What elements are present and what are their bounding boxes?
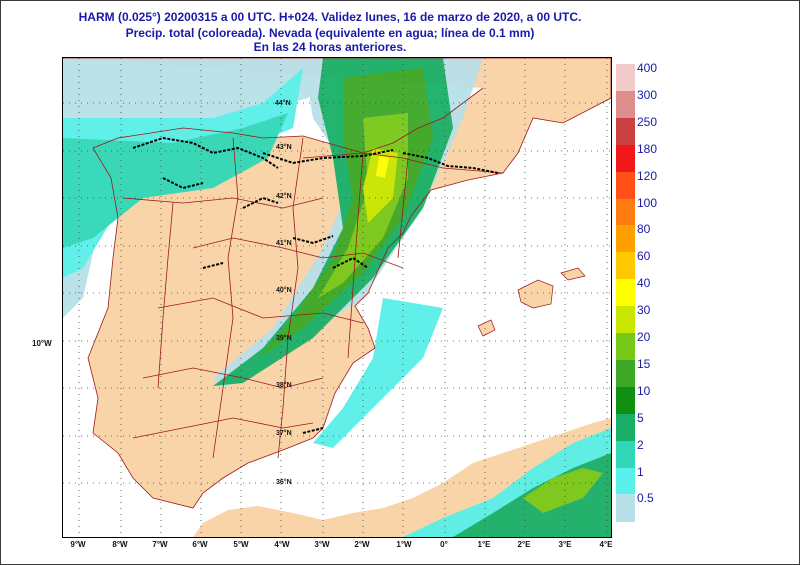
legend-label: 120 bbox=[637, 168, 658, 183]
legend-swatch bbox=[616, 494, 635, 522]
lon-label-7w: 7°W bbox=[152, 540, 168, 549]
legend-swatch bbox=[616, 171, 635, 199]
land-ibiza bbox=[477, 319, 496, 337]
legend-label: 10 bbox=[637, 383, 651, 398]
legend-swatch bbox=[616, 306, 635, 334]
precip-30 bbox=[376, 156, 389, 178]
legend-swatch bbox=[616, 413, 635, 442]
graticule bbox=[63, 58, 611, 537]
lat-label-37: 37°N bbox=[276, 430, 292, 437]
legend-label: 30 bbox=[637, 303, 651, 318]
legend-swatch bbox=[616, 90, 635, 119]
precipitation-map bbox=[63, 58, 611, 537]
lon-label-4w: 4°W bbox=[274, 540, 290, 549]
legend-swatch bbox=[616, 467, 635, 495]
land-menorca bbox=[560, 267, 586, 281]
legend-label: 2 bbox=[637, 437, 644, 452]
legend-label: 20 bbox=[637, 330, 651, 344]
legend-label: 0.5 bbox=[637, 491, 654, 506]
legend-swatch bbox=[616, 144, 635, 173]
legend-label: 60 bbox=[637, 249, 651, 264]
legend-label: 100 bbox=[637, 195, 658, 210]
legend-swatch bbox=[616, 225, 635, 253]
legend-label: 250 bbox=[637, 114, 658, 129]
lon-label-5w: 5°W bbox=[233, 540, 249, 549]
legend-label: 40 bbox=[637, 276, 651, 291]
lat-label-36: 36°N bbox=[276, 479, 292, 486]
legend-label: 15 bbox=[637, 356, 651, 371]
snowfall-contours bbox=[132, 136, 499, 434]
lat-label-40: 40°N bbox=[276, 287, 292, 294]
lon-label-10w: 10°W bbox=[32, 339, 52, 348]
lon-label-1w: 1°W bbox=[396, 540, 412, 549]
lat-label-43: 43°N bbox=[276, 144, 292, 151]
legend-swatch bbox=[616, 198, 635, 226]
title-line-2: Precip. total (coloreada). Nevada (equiv… bbox=[125, 26, 535, 40]
lon-label-9w: 9°W bbox=[70, 540, 86, 549]
legend-label: 300 bbox=[637, 87, 658, 102]
legend-swatch bbox=[616, 117, 635, 146]
lat-label-38: 38°N bbox=[276, 382, 292, 389]
precip-20 bbox=[363, 148, 398, 223]
lon-label-3w: 3°W bbox=[314, 540, 330, 549]
title-line-1: HARM (0.025°) 20200315 a 00 UTC. H+024. … bbox=[78, 10, 582, 24]
map-panel: 44°N 43°N 42°N 41°N 40°N 39°N 38°N 37°N … bbox=[62, 57, 612, 538]
legend-label: 400 bbox=[637, 61, 658, 75]
lat-label-42: 42°N bbox=[276, 193, 292, 200]
color-legend bbox=[616, 64, 635, 522]
lon-label-4e: 4°E bbox=[599, 540, 613, 549]
lat-label-39: 39°N bbox=[276, 335, 292, 342]
lon-label-8w: 8°W bbox=[112, 540, 128, 549]
lon-label-1e: 1°E bbox=[477, 540, 491, 549]
legend-label: 80 bbox=[637, 222, 651, 237]
legend-swatch bbox=[616, 279, 635, 307]
precip-sea-15 bbox=[523, 468, 603, 513]
lat-label-44: 44°N bbox=[275, 100, 291, 107]
legend-swatch bbox=[616, 359, 635, 388]
lon-label-6w: 6°W bbox=[192, 540, 208, 549]
legend-label: 5 bbox=[637, 410, 644, 425]
precip-1 bbox=[63, 68, 303, 278]
lon-label-2e: 2°E bbox=[517, 540, 531, 549]
legend-label: 1 bbox=[637, 464, 644, 479]
land-mallorca bbox=[517, 279, 554, 309]
legend-swatch bbox=[616, 64, 635, 92]
precip-se-1 bbox=[313, 298, 443, 448]
legend-label: 180 bbox=[637, 141, 658, 156]
precip-2 bbox=[63, 113, 288, 248]
legend-swatch bbox=[616, 440, 635, 468]
admin-borders bbox=[63, 58, 611, 509]
lon-label-3e: 3°E bbox=[558, 540, 572, 549]
title-line-3: En las 24 horas anteriores. bbox=[253, 40, 407, 54]
legend-swatch bbox=[616, 252, 635, 280]
lat-label-41: 41°N bbox=[276, 240, 292, 247]
lon-label-0: 0° bbox=[440, 540, 448, 549]
legend-swatch bbox=[616, 333, 635, 361]
lon-label-2w: 2°W bbox=[354, 540, 370, 549]
legend-swatch bbox=[616, 386, 635, 415]
